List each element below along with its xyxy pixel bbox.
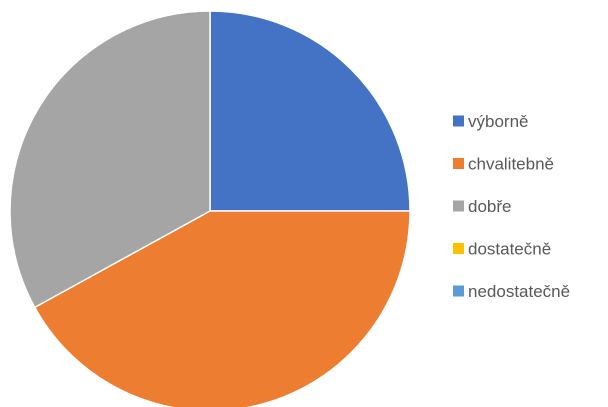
legend-label-1: chvalitebně	[468, 155, 554, 174]
legend: výborně chvalitebně dobře dostatečně nedosta…	[453, 112, 570, 301]
legend-swatch-0	[453, 115, 464, 127]
legend-label-0: výborně	[468, 112, 528, 131]
pie-slice-0	[209, 10, 411, 212]
legend-swatch-3	[453, 243, 464, 254]
legend-label-4: nedostatečně	[468, 282, 570, 301]
legend-swatch-1	[453, 158, 464, 169]
legend-swatch-2	[453, 200, 464, 212]
pie-slices	[9, 10, 411, 407]
legend-label-2: dobře	[468, 197, 511, 216]
pie-slice-1	[33, 210, 411, 407]
legend-swatch-4	[453, 285, 464, 297]
pie-slice-2	[9, 10, 211, 309]
legend-label-3: dostatečně	[468, 240, 551, 259]
